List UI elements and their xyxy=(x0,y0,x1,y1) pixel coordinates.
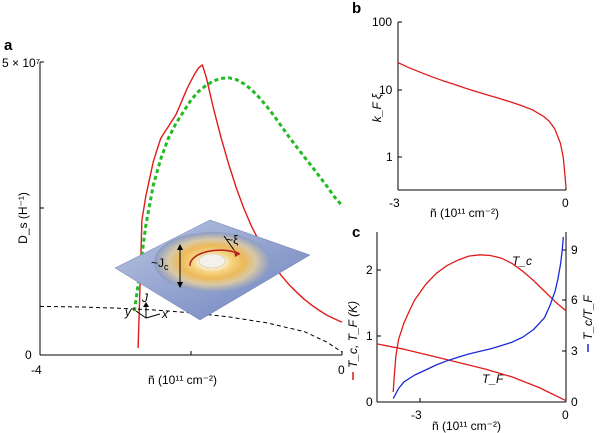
panel-c-ylabel-left-text: T_c, T_F (K) xyxy=(346,301,360,368)
panel-c-xlabel: ñ (10¹¹ cm⁻²) xyxy=(432,419,501,433)
inset-jc-arrowhead-top xyxy=(177,244,183,250)
panel-c-tc-annotation: T_c xyxy=(512,254,532,268)
panel-b-xtick-label-right: 0 xyxy=(562,196,569,210)
panel-a-label: a xyxy=(4,37,13,54)
panel-c-label: c xyxy=(352,224,360,241)
panel-c-line-0 xyxy=(392,254,567,393)
panel-b-ytick-label-10: 10 xyxy=(379,83,393,97)
panel-b: 100 10 1 -3 0 ñ (10¹¹ cm⁻²) k_F ξ xyxy=(370,15,569,220)
inset-current-arrowhead xyxy=(234,250,240,257)
inset-xi-bar xyxy=(223,235,235,251)
inset-jc-arrowhead-bottom xyxy=(177,282,183,288)
inset-axis-y-line xyxy=(135,310,147,319)
panel-c-ylabel-left: T_c, T_F (K) xyxy=(346,301,360,380)
panel-c-ltick-label-2: 2 xyxy=(366,263,373,277)
panel-c-rtick-label-9: 9 xyxy=(571,243,578,257)
panel-c-xtick-label-right: 0 xyxy=(562,408,569,422)
panel-c-ltick-label-1: 1 xyxy=(366,329,373,343)
inset-jc-label: ~Jc xyxy=(151,256,169,272)
panel-c-ylabel-right: T_c/T_F xyxy=(581,295,595,352)
inset-axis-j-arrowhead xyxy=(143,302,149,307)
panel-a-xtick-label-left: -4 xyxy=(31,363,42,377)
panel-a-ylabel: D_s (H⁻¹) xyxy=(16,192,30,244)
panel-c-rtick-label-6: 6 xyxy=(571,293,578,307)
panel-c-rtick-label-0: 0 xyxy=(571,395,578,409)
panel-b-ylabel: k_F ξ xyxy=(370,93,384,122)
inset-current-arrow xyxy=(189,249,241,267)
vortex-inset: ~Jc ~ξ J x y xyxy=(114,219,311,321)
panel-a-xlabel: ñ (10¹¹ cm⁻²) xyxy=(148,373,217,387)
panel-c-series-group xyxy=(376,236,567,402)
panel-c-line-1 xyxy=(376,343,567,402)
panel-b-label: b xyxy=(352,0,361,17)
panel-b-xtick-label-left: -3 xyxy=(389,196,400,210)
inset-axis-x-line xyxy=(145,313,161,319)
inset-axis-j: J xyxy=(141,291,149,305)
panel-c-line-2 xyxy=(392,236,564,399)
panel-a: 5 × 10⁷ 0 -4 0 ñ (10¹¹ cm⁻²) D_s (H⁻¹) ~… xyxy=(2,56,345,387)
panel-b-series-group xyxy=(397,62,567,188)
panel-a-ytick-label-zero: 0 xyxy=(25,348,32,362)
panel-b-ytick-label-1: 1 xyxy=(386,150,393,164)
panel-a-line-solid-red xyxy=(137,64,343,349)
panel-c: 2 1 0 9 6 3 0 -3 0 ñ (10¹¹ cm⁻²) T_c, T_… xyxy=(346,232,595,433)
panel-c-rtick-label-3: 3 xyxy=(571,344,578,358)
panel-b-xlabel: ñ (10¹¹ cm⁻²) xyxy=(430,206,499,220)
panel-c-xtick-label-left: -3 xyxy=(411,408,422,422)
panel-c-tf-annotation: T_F xyxy=(482,372,504,386)
panel-b-line-kfxi xyxy=(397,62,567,188)
panel-a-xtick-label-right: 0 xyxy=(338,363,345,377)
inset-xi-label: ~ξ xyxy=(226,233,239,247)
panel-b-ytick-label-100: 100 xyxy=(372,15,392,29)
panel-a-series-group xyxy=(39,64,344,353)
inset-axis-y: y xyxy=(124,305,132,319)
inset-core xyxy=(198,253,226,269)
panel-a-line-dashed-green xyxy=(132,76,344,312)
inset-axis-x: x xyxy=(161,307,169,321)
panel-c-ltick-label-0: 0 xyxy=(366,395,373,409)
panel-c-ylabel-right-text: T_c/T_F xyxy=(581,295,595,340)
panel-a-ytick-label-max: 5 × 10⁷ xyxy=(2,56,40,70)
panel-a-line-dashed-black xyxy=(39,305,343,353)
